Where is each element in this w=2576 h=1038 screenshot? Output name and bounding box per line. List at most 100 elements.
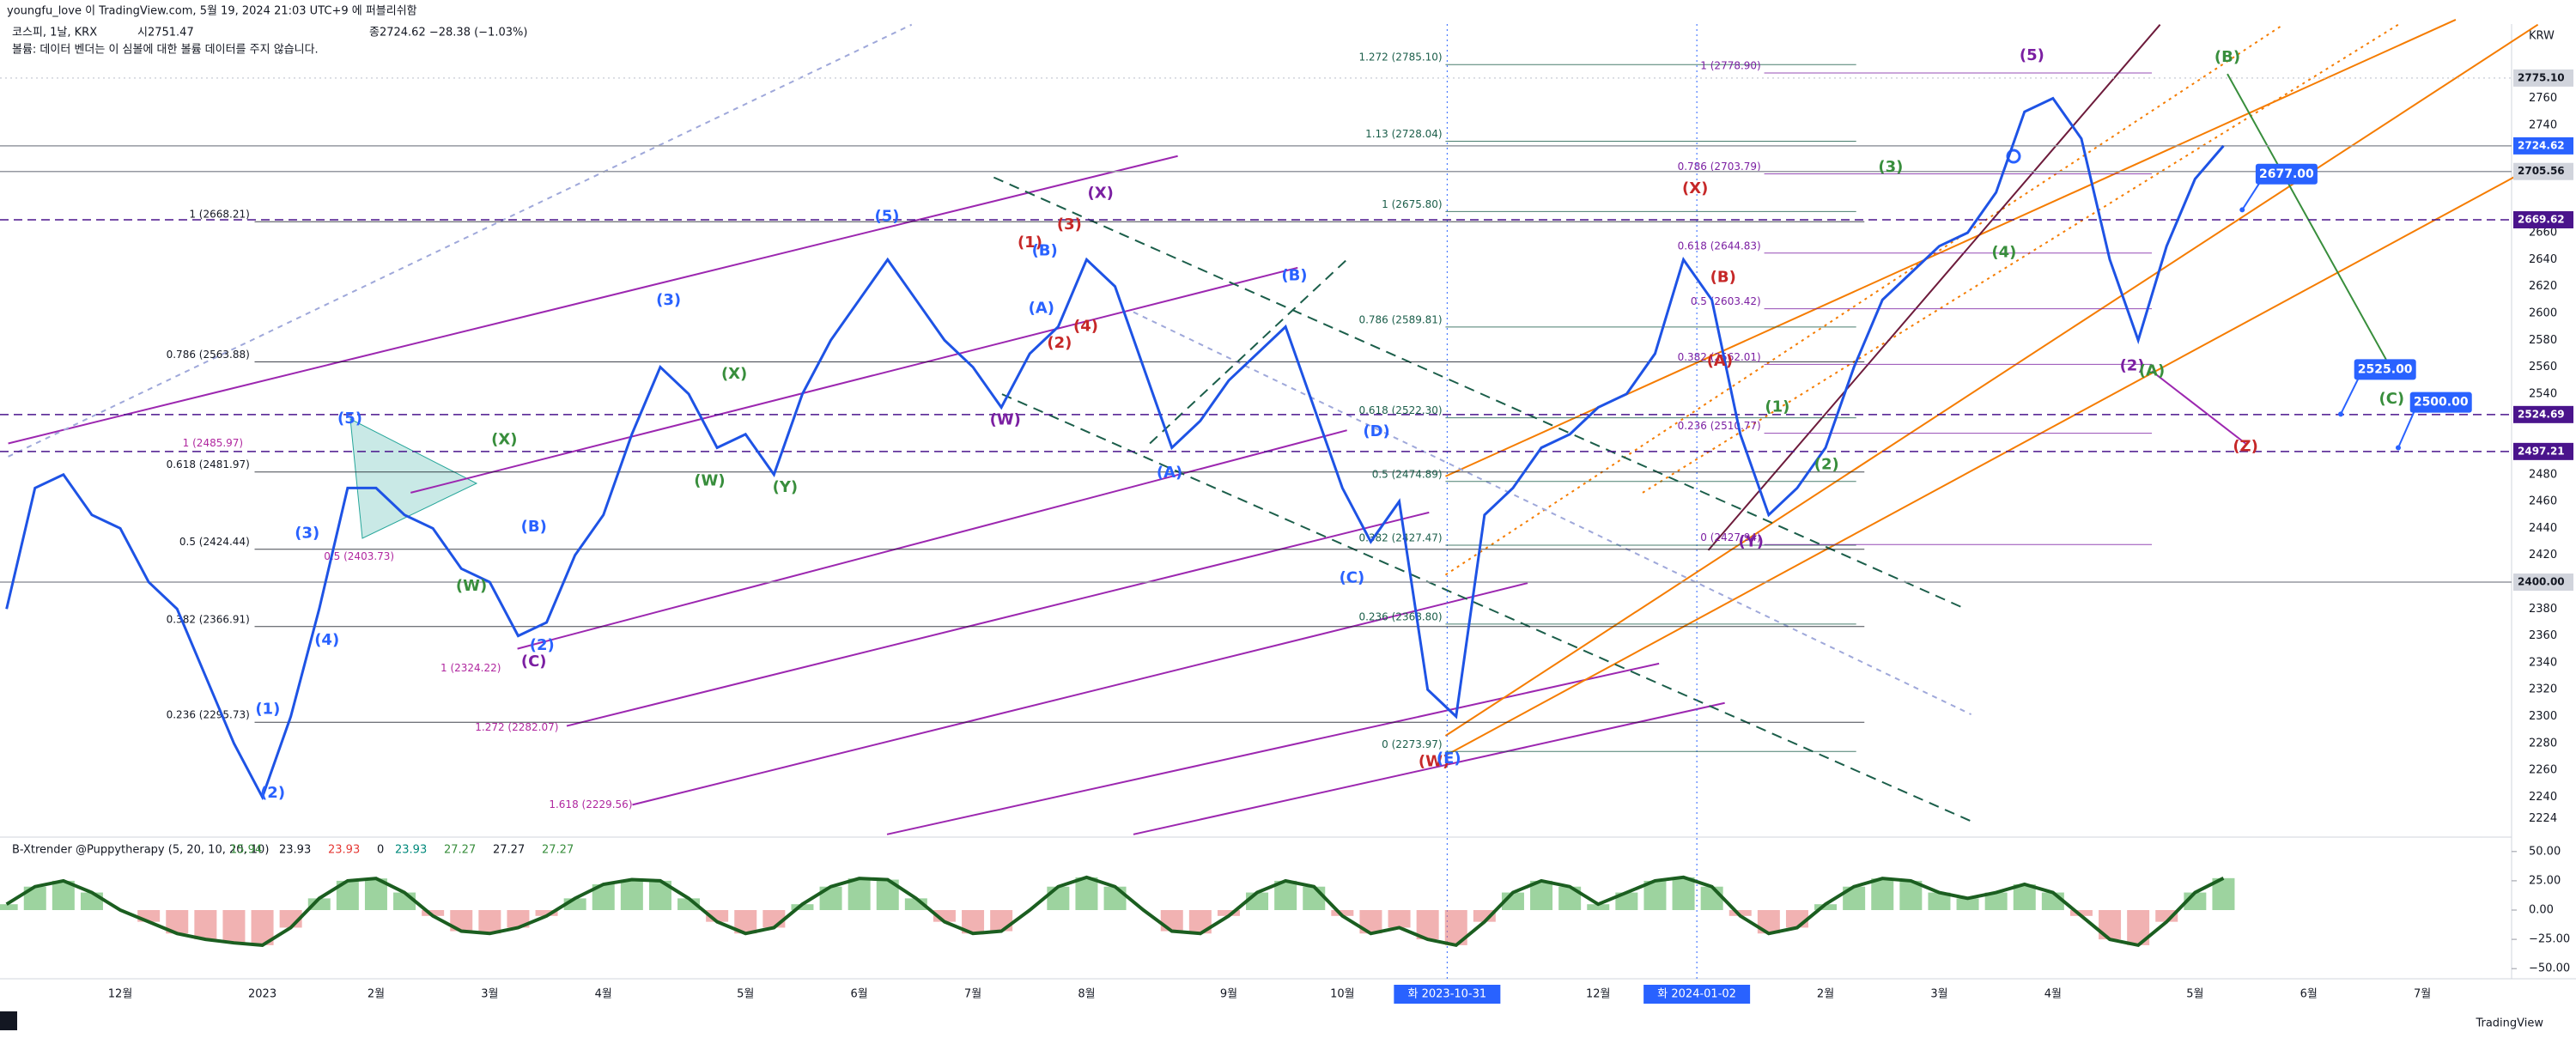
- channel-label: 1 (2485.97): [183, 437, 243, 449]
- trend-line: [8, 23, 913, 458]
- fib-label: 1 (2675.80): [1382, 198, 1442, 210]
- trend-line: [566, 511, 1430, 727]
- wave-label: (W): [1419, 753, 1449, 771]
- fib-label: 0.618 (2522.30): [1358, 404, 1442, 416]
- price-tag-label: 2724.62: [2518, 139, 2565, 151]
- x-tick-label: 5월: [2186, 988, 2203, 1001]
- wave-label: (A): [1707, 352, 1733, 370]
- wave-label: (D): [1363, 422, 1389, 440]
- wave-label: (A): [1029, 300, 1054, 318]
- oscillator-line: [5, 875, 2225, 948]
- wave-label: (Z): [2233, 437, 2258, 455]
- histogram-bar: [791, 904, 814, 910]
- indicator-value: 23.93: [279, 844, 311, 857]
- histogram-bar: [1160, 910, 1183, 932]
- price-tag-label: 2497.21: [2518, 445, 2565, 457]
- histogram-bar: [1700, 886, 1723, 910]
- target-label: 2677.00: [2259, 167, 2314, 181]
- fib-label: 0.236 (2295.73): [167, 709, 250, 721]
- wave-label: (X): [1088, 185, 1114, 203]
- symbol: 코스피, 1날, KRX: [12, 27, 97, 39]
- channel-label: 1 (2324.22): [440, 662, 501, 674]
- trend-line: [1707, 24, 2161, 551]
- wave-label: (B): [1710, 268, 1736, 286]
- fib-label: 0.618 (2481.97): [167, 458, 250, 470]
- wave-label: (C): [1340, 568, 1365, 586]
- wave-label: (2): [260, 784, 285, 802]
- x-tick-label: 4월: [595, 988, 612, 1001]
- y-tick-label: 2240: [2529, 791, 2557, 804]
- target-label: 2500.00: [2414, 396, 2469, 410]
- wave-label: (3): [295, 525, 319, 543]
- price-tag: [2513, 162, 2573, 180]
- trend-line: [1149, 258, 1348, 445]
- price-tag-label: 2669.62: [2518, 213, 2565, 225]
- x-tick-label: 10월: [1330, 988, 1355, 1001]
- indicator-title: B-Xtrender @Puppytherapy (5, 20, 10, 20,…: [12, 844, 269, 857]
- fib-label: 0.382 (2562.01): [1678, 351, 1761, 363]
- histogram-bar: [1587, 904, 1610, 910]
- wave-label: (3): [1878, 158, 1903, 176]
- open-price: 시2751.47: [137, 27, 194, 39]
- fib-label: 0.618 (2644.83): [1678, 240, 1761, 252]
- histogram-bar: [1984, 892, 2008, 910]
- histogram-bar: [507, 910, 530, 928]
- y-tick-label: 2760: [2529, 92, 2557, 105]
- histogram-bar: [990, 910, 1013, 932]
- wave-label: (W): [456, 577, 487, 595]
- histogram-bar: [1785, 910, 1808, 928]
- histogram-bar: [1956, 898, 1979, 910]
- trend-line: [1133, 311, 1972, 716]
- currency: KRW: [2529, 30, 2555, 43]
- histogram-bar: [620, 879, 643, 910]
- wave-label: (W): [694, 472, 725, 490]
- y-tick-label: 2420: [2529, 549, 2557, 561]
- target-label: 2525.00: [2358, 362, 2413, 376]
- wave-label: (1): [255, 700, 280, 718]
- y-tick-label: 2280: [2529, 737, 2557, 750]
- x-tick-label: 3월: [481, 988, 498, 1001]
- histogram-bar: [80, 892, 103, 910]
- author-line: youngfu_love 이 TradingView.com, 5월 19, 2…: [7, 5, 417, 18]
- histogram-bar: [1871, 878, 1894, 910]
- wave-label: (A): [2139, 361, 2165, 379]
- date-highlight-label: 화 2024-01-02: [1657, 988, 1736, 1001]
- x-tick-label: 9월: [1220, 988, 1237, 1001]
- price-tag: [2513, 69, 2573, 87]
- wave-label: (B): [1032, 242, 1058, 260]
- y2-tick-label: −50.00: [2529, 962, 2570, 975]
- x-tick-label: 5월: [737, 988, 754, 1001]
- histogram-bar: [1217, 910, 1240, 916]
- price-tag-label: 2400.00: [2518, 576, 2565, 588]
- price-line-series: [5, 96, 2225, 801]
- wave-label: (3): [1057, 215, 1082, 234]
- wave-label: (2): [1814, 455, 1839, 473]
- wave-label: (2): [2120, 357, 2145, 375]
- trend-line: [1444, 23, 2284, 576]
- fib-label: 0.5 (2424.44): [179, 536, 250, 548]
- histogram-bar: [1473, 910, 1496, 922]
- date-highlight-box: [1643, 985, 1751, 1004]
- channel-label: 1.618 (2229.56): [549, 798, 632, 810]
- wave-label: (B): [2215, 48, 2240, 66]
- fib-label: 0.786 (2563.88): [167, 349, 250, 361]
- wave-label: (X): [1682, 179, 1708, 197]
- wave-label: (5): [2020, 46, 2044, 64]
- trend-line: [632, 582, 1528, 806]
- wave-label: (5): [337, 410, 362, 428]
- wave-label: (B): [1281, 266, 1307, 284]
- fib-label: 1 (2668.21): [189, 209, 249, 221]
- fib-label: 0.382 (2366.91): [167, 613, 250, 625]
- x-tick-label: 12월: [1586, 988, 1611, 1001]
- channel-label: 1.272 (2282.07): [475, 721, 558, 733]
- wave-label: (C): [521, 653, 547, 671]
- y2-tick-label: 50.00: [2529, 845, 2561, 858]
- histogram-bar: [1672, 877, 1695, 910]
- x-tick-label: 7월: [2414, 988, 2431, 1001]
- trend-line: [2151, 370, 2246, 445]
- indicator-value: 15.94: [230, 844, 262, 857]
- histogram-bar: [1814, 904, 1838, 910]
- wave-label: (Y): [773, 478, 799, 496]
- price-tag: [2513, 442, 2573, 460]
